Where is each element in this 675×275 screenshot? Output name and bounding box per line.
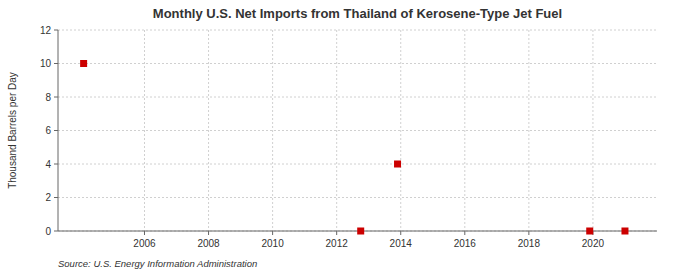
y-tick-label: 12	[40, 25, 52, 36]
x-grid-line	[208, 30, 209, 231]
chart-container: 0 2 4 6 8 10 12 2006 2008 2010 2012 2014 2016 2018 202…	[0, 0, 675, 275]
y-grid-line	[58, 63, 657, 64]
y-tick-label: 2	[45, 192, 51, 203]
point	[586, 228, 593, 235]
point	[621, 228, 628, 235]
source-note: Source: U.S. Energy Information Administ…	[58, 258, 257, 269]
y-tick-label: 8	[45, 92, 51, 103]
y-tick-label: 10	[40, 58, 52, 69]
x-grid-line	[528, 30, 529, 231]
y-tick	[54, 130, 58, 131]
y-tick	[54, 63, 58, 64]
y-tick	[54, 197, 58, 198]
y-axis-label: Thousand Barrels per Day	[7, 72, 18, 189]
x-tick-label: 2020	[582, 238, 605, 249]
chart-svg: 0 2 4 6 8 10 12 2006 2008 2010 2012 2014 2016 2018 202…	[0, 0, 675, 275]
x-tick-label: 2006	[133, 238, 156, 249]
title: Monthly U.S. Net Imports from Thailand o…	[153, 6, 562, 21]
point	[394, 161, 401, 168]
y-tick	[54, 97, 58, 98]
y-grid-line	[58, 164, 657, 165]
axes: 0 2 4 6 8 10 12 2006 2008 2010 2012 2014 2016 2018 202…	[40, 25, 657, 250]
x-grid-line	[336, 30, 337, 231]
x-grid-line	[272, 30, 273, 231]
x-tick	[144, 231, 145, 235]
y-tick	[54, 164, 58, 165]
point	[357, 228, 364, 235]
x-tick-label: 2008	[197, 238, 220, 249]
x-tick-label: 2018	[518, 238, 541, 249]
y-grid-line	[58, 130, 657, 131]
points	[80, 60, 628, 235]
x-tick	[464, 231, 465, 235]
y-grid-line	[58, 197, 657, 198]
y-tick	[54, 30, 58, 31]
y-grid-line	[58, 97, 657, 98]
x-grid-line	[464, 30, 465, 231]
x-grid-line	[592, 30, 593, 231]
x-tick	[272, 231, 273, 235]
x-grid-line	[400, 30, 401, 231]
point	[80, 60, 87, 67]
y-tick-label: 6	[45, 125, 51, 136]
y-grid-line	[58, 30, 657, 31]
y-tick	[54, 231, 58, 232]
x-tick-label: 2014	[390, 238, 413, 249]
x-tick	[336, 231, 337, 235]
grid	[58, 30, 657, 231]
x-grid-line	[144, 30, 145, 231]
x-tick	[400, 231, 401, 235]
x-tick-label: 2012	[326, 238, 349, 249]
x-tick	[208, 231, 209, 235]
x-tick-label: 2010	[261, 238, 284, 249]
x-tick-label: 2016	[454, 238, 477, 249]
x-tick	[528, 231, 529, 235]
y-tick-label: 4	[45, 159, 51, 170]
y-tick-label: 0	[45, 226, 51, 237]
y-axis-line	[58, 30, 59, 231]
